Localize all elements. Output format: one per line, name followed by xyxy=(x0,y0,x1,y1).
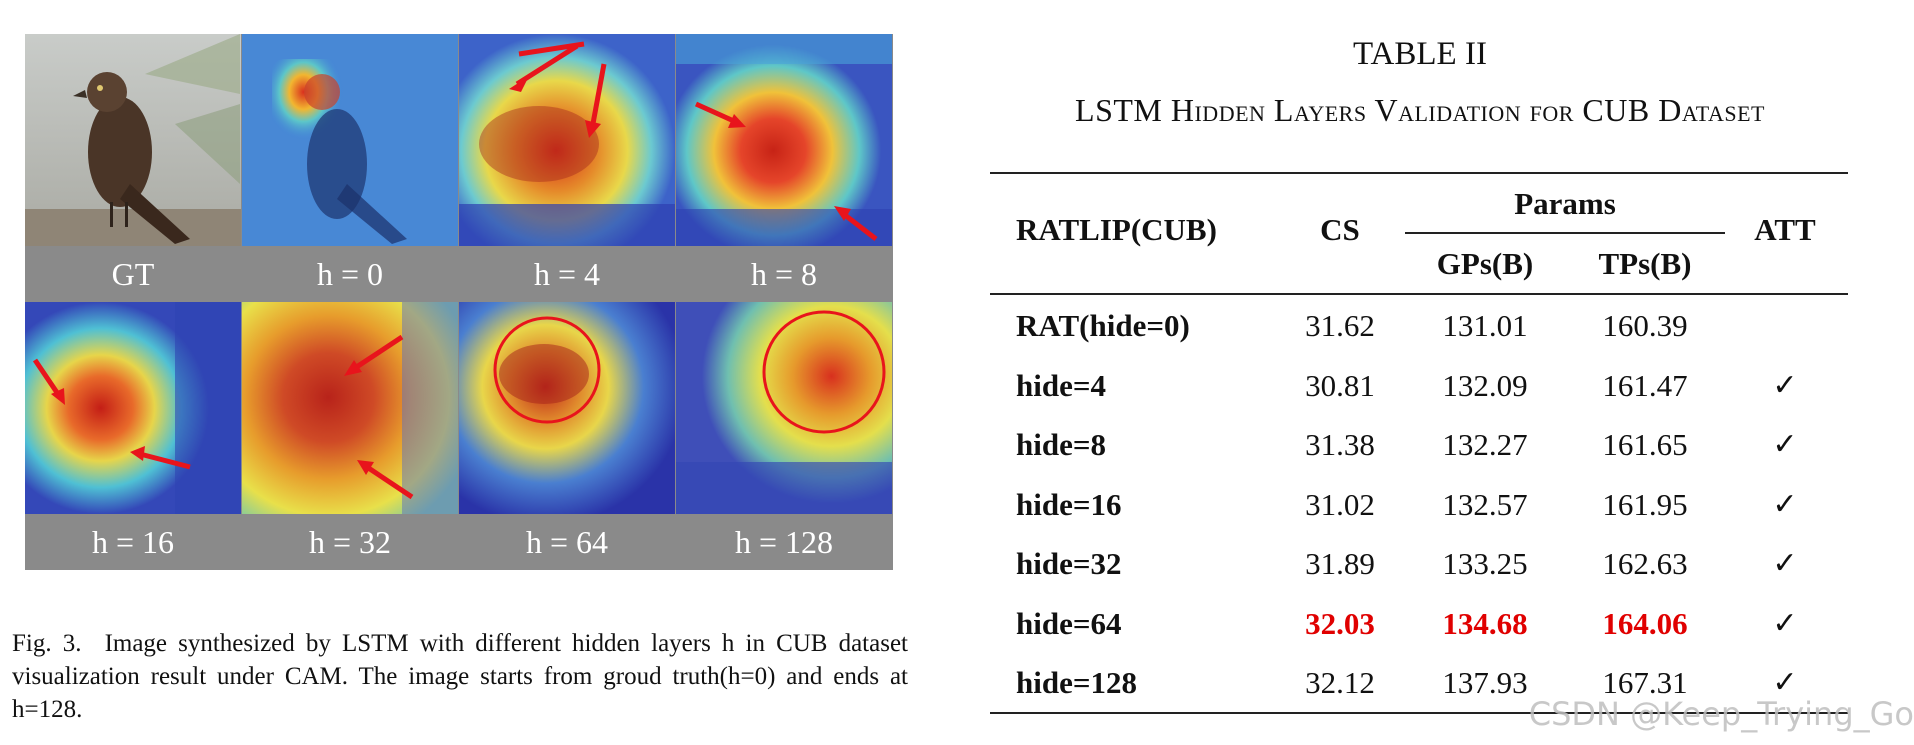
cell-model: hide=64 xyxy=(1016,606,1122,641)
cell-tps: 162.63 xyxy=(1602,546,1688,581)
header-params: Params xyxy=(1514,186,1616,221)
cell-model: hide=16 xyxy=(1016,487,1122,522)
cam-heatmap-image xyxy=(676,302,892,514)
cell-tps: 167.31 xyxy=(1602,665,1688,700)
cam-heatmap xyxy=(25,302,241,514)
cell-cs: 31.89 xyxy=(1305,546,1375,581)
figure-panel-label: h = 64 xyxy=(525,524,609,560)
cell-gps: 132.57 xyxy=(1442,487,1528,522)
check-icon: ✓ xyxy=(1772,368,1798,403)
figure-panel-label: h = 16 xyxy=(91,524,175,560)
cell-model: hide=4 xyxy=(1016,368,1107,403)
cam-heatmap-image xyxy=(242,302,458,514)
red-circle-mark xyxy=(493,316,601,424)
cell-model: hide=32 xyxy=(1016,546,1122,581)
figure-number: Fig. 3. xyxy=(12,630,82,657)
header-tps: TPs(B) xyxy=(1598,246,1692,281)
cell-tps-best: 164.06 xyxy=(1602,606,1688,641)
figure-panel-label: GT xyxy=(111,256,155,292)
header-gps: GPs(B) xyxy=(1436,246,1534,281)
cam-heatmap xyxy=(242,34,458,246)
cell-cs: 32.12 xyxy=(1305,665,1375,700)
cell-tps: 160.39 xyxy=(1602,308,1688,343)
cell-gps: 131.01 xyxy=(1442,308,1528,343)
cam-heatmap-image xyxy=(242,34,458,246)
bird-photo-image xyxy=(25,34,241,246)
params-sub-rule xyxy=(1405,232,1725,234)
header-att: ATT xyxy=(1754,212,1816,247)
figure-panel-label: h = 8 xyxy=(750,256,818,292)
check-icon: ✓ xyxy=(1772,546,1798,581)
figure-panel-label: h = 0 xyxy=(316,256,384,292)
cell-gps: 133.25 xyxy=(1442,546,1528,581)
figure-caption-text: Image synthesized by LSTM with different… xyxy=(12,630,908,723)
cam-heatmap-image xyxy=(25,302,241,514)
cell-cs: 31.62 xyxy=(1305,308,1375,343)
header-model: RATLIP(CUB) xyxy=(1016,212,1217,247)
cam-heatmap xyxy=(676,302,892,514)
figure-panel-label: h = 128 xyxy=(734,524,834,560)
cell-cs: 31.38 xyxy=(1305,427,1375,462)
cell-model: hide=128 xyxy=(1016,665,1138,700)
cell-model: RAT(hide=0) xyxy=(1016,308,1190,343)
table-header-rule xyxy=(990,293,1848,295)
check-icon: ✓ xyxy=(1772,665,1798,700)
cam-heatmap xyxy=(459,34,675,246)
table-label: TABLE II xyxy=(1353,36,1487,72)
cell-model: hide=8 xyxy=(1016,427,1107,462)
cam-heatmap-image xyxy=(676,34,892,246)
figure-caption: Fig. 3. Image synthesized by LSTM with d… xyxy=(12,627,908,726)
cell-cs: 31.02 xyxy=(1305,487,1375,522)
figure-panel-label: h = 4 xyxy=(533,256,601,292)
check-icon: ✓ xyxy=(1772,427,1798,462)
table-top-rule xyxy=(990,172,1848,174)
cell-cs: 30.81 xyxy=(1305,368,1375,403)
header-cs: CS xyxy=(1320,212,1360,247)
cell-tps: 161.95 xyxy=(1602,487,1688,522)
cell-gps: 132.09 xyxy=(1442,368,1528,403)
cam-heatmap xyxy=(242,302,458,514)
check-icon: ✓ xyxy=(1772,606,1798,641)
cam-heatmap xyxy=(459,302,675,514)
table-bottom-rule xyxy=(990,712,1848,714)
cell-gps-best: 134.68 xyxy=(1442,606,1528,641)
table-title: LSTM Hidden Layers Validation for CUB Da… xyxy=(1075,92,1765,128)
bird-photo xyxy=(25,34,241,246)
cell-tps: 161.65 xyxy=(1602,427,1688,462)
watermark: CSDN @Keep_Trying_Go xyxy=(1528,695,1914,733)
cell-gps: 137.93 xyxy=(1442,665,1528,700)
red-circle-mark xyxy=(762,310,886,434)
check-icon: ✓ xyxy=(1772,487,1798,522)
cam-heatmap-image xyxy=(459,34,675,246)
red-arrow-head xyxy=(509,76,529,92)
cam-figure: GT h = 0 xyxy=(25,34,893,570)
cell-cs-best: 32.03 xyxy=(1305,606,1375,641)
cam-heatmap-image xyxy=(459,302,675,514)
cell-gps: 132.27 xyxy=(1442,427,1528,462)
figure-panel-label: h = 32 xyxy=(308,524,392,560)
cell-tps: 161.47 xyxy=(1602,368,1688,403)
cam-heatmap xyxy=(676,34,892,246)
